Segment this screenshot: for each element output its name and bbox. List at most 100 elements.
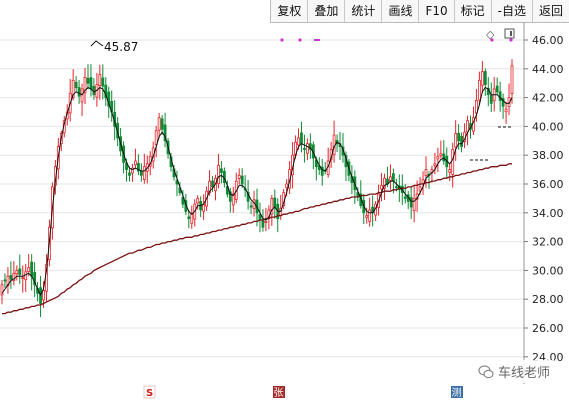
candle-body [89, 77, 93, 90]
candle [368, 197, 372, 227]
y-tick-label: 46.00 [532, 34, 564, 47]
ce-marker-label: 测 [452, 386, 462, 399]
candle-body [264, 221, 268, 223]
candle-body [80, 88, 84, 103]
s-marker-label: S [146, 388, 153, 399]
back-button[interactable]: 返回 [538, 4, 563, 18]
candle [83, 67, 87, 105]
candle-body [285, 183, 289, 189]
candle [0, 280, 4, 305]
watchlist-button[interactable]: -自选 [492, 0, 533, 22]
candle-body [270, 197, 274, 215]
high-annotation-leader [90, 40, 104, 47]
y-tick-label: 30.00 [532, 264, 564, 277]
candle-body [237, 174, 241, 179]
price-axis: 24.0026.0028.0030.0032.0034.0036.0038.00… [523, 22, 564, 384]
candle-body [418, 186, 422, 192]
candle-body [104, 84, 108, 98]
candle-body [466, 120, 469, 133]
candle-body [21, 277, 25, 280]
candle [237, 168, 241, 185]
diamond-icon[interactable]: ◇ [486, 28, 495, 41]
candle-body [190, 213, 194, 224]
candle [30, 254, 34, 291]
candle [217, 153, 220, 189]
candle-body [217, 164, 220, 185]
statistics-button[interactable]: 统计 [345, 0, 383, 22]
panel-toggle-icon[interactable] [504, 28, 515, 39]
ma-short-line [1, 86, 513, 297]
candle-body [131, 167, 134, 174]
candle [507, 83, 511, 116]
y-tick-label: 28.00 [532, 293, 564, 306]
candle [412, 185, 416, 223]
candle [480, 61, 484, 94]
candle-body [136, 163, 140, 172]
draw-line-button[interactable]: 画线 [382, 0, 420, 22]
candle [308, 133, 312, 159]
candle-body [24, 271, 28, 280]
s-marker[interactable]: S [143, 385, 156, 399]
candle [9, 261, 13, 290]
candle [477, 71, 481, 105]
y-tick-label: 38.00 [532, 149, 564, 162]
candle [510, 59, 514, 104]
candle [187, 209, 191, 229]
candle [74, 76, 78, 93]
candle-body [460, 135, 463, 147]
panel-toggle-icon-inner [510, 31, 512, 36]
annotation-layer: 45.87 ◇ [90, 28, 515, 161]
moving-average-layer [1, 86, 513, 315]
candle-body [306, 143, 309, 154]
candle-body [181, 197, 185, 205]
candle-body [300, 132, 303, 145]
candle-body [71, 79, 75, 98]
candle-body [261, 220, 265, 228]
candle-body [142, 166, 146, 180]
magenta-dot [509, 38, 513, 42]
candle-body [368, 209, 372, 222]
f10-button[interactable]: F10 [419, 0, 455, 22]
candle [18, 254, 22, 284]
candle [154, 125, 158, 158]
candle-body [412, 197, 416, 211]
candle [101, 64, 105, 100]
candle [193, 199, 197, 227]
candle [181, 190, 185, 209]
candle-body [202, 203, 206, 212]
candle [163, 112, 167, 148]
ce-marker[interactable]: 测 [451, 386, 463, 399]
candle [463, 123, 466, 149]
candle-body [3, 279, 7, 282]
restore-rights-button[interactable]: 复权 [271, 0, 309, 22]
zhang-marker[interactable]: 张 [273, 386, 285, 399]
candle [157, 112, 161, 139]
candle-body [83, 77, 87, 94]
candle [86, 64, 90, 90]
candle-body [128, 172, 131, 176]
candle-body [86, 77, 90, 84]
candle [326, 147, 330, 178]
candle [240, 168, 244, 188]
watermark-text: 车线老师 [498, 366, 551, 381]
candle-body [27, 267, 31, 272]
candle [231, 186, 235, 213]
candle [15, 265, 19, 281]
candle-body [439, 153, 443, 156]
candle [501, 93, 505, 120]
candle [142, 153, 146, 184]
overlay-button[interactable]: 叠加 [308, 0, 346, 22]
candle [243, 175, 247, 197]
mark-button[interactable]: 标记 [455, 0, 492, 22]
candle-body [220, 168, 223, 173]
candle-body [154, 130, 158, 145]
candle [228, 187, 232, 213]
candle [454, 120, 458, 161]
candle-body [0, 284, 4, 296]
zhang-marker-label: 张 [274, 387, 284, 399]
candle [80, 83, 84, 117]
candle-body [273, 197, 277, 208]
candle [332, 120, 336, 163]
candle [303, 134, 306, 163]
